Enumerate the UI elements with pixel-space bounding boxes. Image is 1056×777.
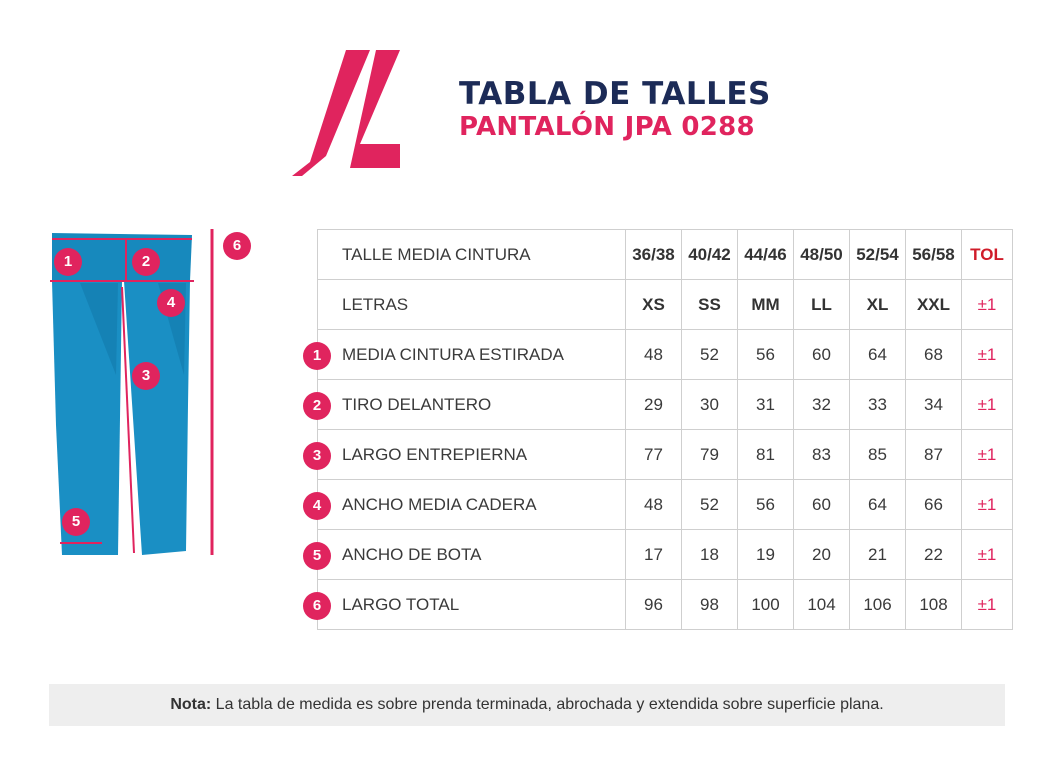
row-label: ANCHO MEDIA CADERA [317, 479, 626, 530]
letter-cell: MM [737, 279, 794, 330]
footer-note: Nota: La tabla de medida es sobre prenda… [49, 684, 1005, 726]
row-label: TIRO DELANTERO [317, 379, 626, 430]
table-row: LARGO ENTREPIERNA 77 79 81 83 85 87 ±1 [317, 429, 1013, 480]
row-label: LETRAS [317, 279, 626, 330]
diagram-marker-1: 1 [54, 248, 82, 276]
value-cell: 56 [737, 479, 794, 530]
value-cell: 30 [681, 379, 738, 430]
size-header: 52/54 [849, 229, 906, 280]
letter-cell: SS [681, 279, 738, 330]
header: TABLA DE TALLES PANTALÓN JPA 0288 [459, 76, 771, 142]
page-title: TABLA DE TALLES [459, 76, 771, 112]
value-cell: 106 [849, 579, 906, 630]
letter-cell: XL [849, 279, 906, 330]
value-cell: 17 [625, 529, 682, 580]
pants-diagram [50, 229, 214, 555]
value-cell: 19 [737, 529, 794, 580]
size-header: 56/58 [905, 229, 962, 280]
note-text: La tabla de medida es sobre prenda termi… [211, 696, 884, 713]
letter-cell: XS [625, 279, 682, 330]
value-cell: 68 [905, 329, 962, 380]
value-cell: 21 [849, 529, 906, 580]
value-cell: 33 [849, 379, 906, 430]
value-cell: 18 [681, 529, 738, 580]
value-cell: 96 [625, 579, 682, 630]
value-cell: 60 [793, 329, 850, 380]
row-label: MEDIA CINTURA ESTIRADA [317, 329, 626, 380]
row-number-badge: 5 [303, 542, 331, 570]
value-cell: 48 [625, 479, 682, 530]
value-cell: 20 [793, 529, 850, 580]
value-cell: 81 [737, 429, 794, 480]
value-cell: 79 [681, 429, 738, 480]
value-cell: 85 [849, 429, 906, 480]
value-cell: 100 [737, 579, 794, 630]
header-label: TALLE MEDIA CINTURA [317, 229, 626, 280]
table-row: LETRAS XS SS MM LL XL XXL ±1 [317, 279, 1013, 330]
diagram-marker-6: 6 [223, 232, 251, 260]
tol-cell: ±1 [961, 429, 1013, 480]
tol-cell: ±1 [961, 579, 1013, 630]
size-header: 36/38 [625, 229, 682, 280]
letter-cell: LL [793, 279, 850, 330]
diagram-marker-5: 5 [62, 508, 90, 536]
tol-cell: ±1 [961, 479, 1013, 530]
diagram-marker-4: 4 [157, 289, 185, 317]
size-header: 48/50 [793, 229, 850, 280]
row-number-badge: 2 [303, 392, 331, 420]
tol-cell: ±1 [961, 379, 1013, 430]
value-cell: 87 [905, 429, 962, 480]
row-number-badge: 4 [303, 492, 331, 520]
table-row: LARGO TOTAL 96 98 100 104 106 108 ±1 [317, 579, 1013, 630]
diagram-marker-3: 3 [132, 362, 160, 390]
value-cell: 64 [849, 479, 906, 530]
value-cell: 52 [681, 329, 738, 380]
value-cell: 60 [793, 479, 850, 530]
note-label: Nota: [170, 696, 212, 713]
size-table: TALLE MEDIA CINTURA 36/38 40/42 44/46 48… [317, 229, 1013, 630]
tol-cell: ±1 [961, 329, 1013, 380]
table-row: ANCHO MEDIA CADERA 48 52 56 60 64 66 ±1 [317, 479, 1013, 530]
value-cell: 29 [625, 379, 682, 430]
value-cell: 66 [905, 479, 962, 530]
value-cell: 22 [905, 529, 962, 580]
row-number-badge: 3 [303, 442, 331, 470]
value-cell: 108 [905, 579, 962, 630]
value-cell: 104 [793, 579, 850, 630]
brand-logo-icon [292, 50, 400, 176]
value-cell: 52 [681, 479, 738, 530]
tol-header: TOL [961, 229, 1013, 280]
value-cell: 64 [849, 329, 906, 380]
value-cell: 77 [625, 429, 682, 480]
row-label: LARGO TOTAL [317, 579, 626, 630]
table-row: MEDIA CINTURA ESTIRADA 48 52 56 60 64 68… [317, 329, 1013, 380]
row-label: ANCHO DE BOTA [317, 529, 626, 580]
row-label: LARGO ENTREPIERNA [317, 429, 626, 480]
table-row: ANCHO DE BOTA 17 18 19 20 21 22 ±1 [317, 529, 1013, 580]
diagram-marker-2: 2 [132, 248, 160, 276]
letter-cell: XXL [905, 279, 962, 330]
tol-cell: ±1 [961, 529, 1013, 580]
row-number-badge: 1 [303, 342, 331, 370]
value-cell: 34 [905, 379, 962, 430]
value-cell: 83 [793, 429, 850, 480]
row-number-badge: 6 [303, 592, 331, 620]
tol-cell: ±1 [961, 279, 1013, 330]
table-row: TIRO DELANTERO 29 30 31 32 33 34 ±1 [317, 379, 1013, 430]
value-cell: 98 [681, 579, 738, 630]
value-cell: 48 [625, 329, 682, 380]
size-header: 44/46 [737, 229, 794, 280]
page-subtitle: PANTALÓN JPA 0288 [459, 112, 755, 142]
value-cell: 56 [737, 329, 794, 380]
value-cell: 31 [737, 379, 794, 430]
value-cell: 32 [793, 379, 850, 430]
table-header-row: TALLE MEDIA CINTURA 36/38 40/42 44/46 48… [317, 229, 1013, 280]
size-header: 40/42 [681, 229, 738, 280]
